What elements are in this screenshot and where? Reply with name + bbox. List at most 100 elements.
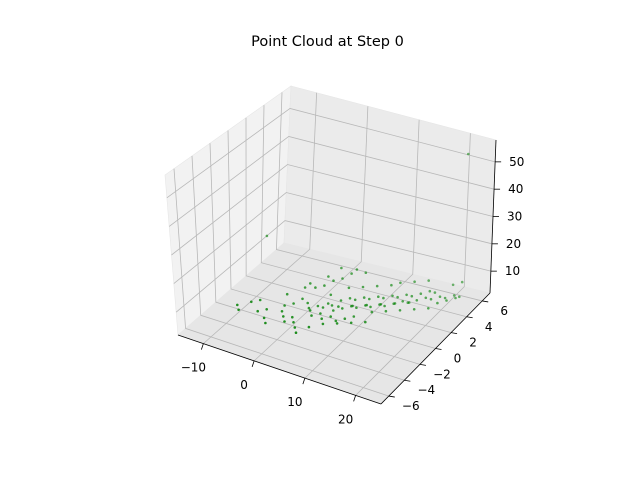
data-point: [316, 304, 320, 308]
y-grid-line: [260, 105, 467, 318]
data-point: [314, 286, 317, 289]
y-tick: [419, 363, 426, 366]
x-tick: [251, 360, 255, 368]
data-point: [396, 295, 399, 299]
y-tick-label: 4: [485, 320, 493, 334]
data-point: [320, 317, 324, 321]
data-point: [445, 299, 448, 302]
data-point: [285, 292, 289, 296]
data-point: [321, 306, 325, 309]
data-point: [250, 300, 253, 304]
data-point: [454, 296, 457, 300]
data-point: [335, 322, 339, 325]
y-tick-label: 2: [469, 336, 477, 350]
data-point: [265, 234, 269, 238]
data-point: [391, 294, 394, 298]
data-point: [350, 272, 353, 275]
x-grid-line: [304, 119, 420, 379]
data-point: [383, 304, 386, 308]
data-point: [303, 286, 307, 289]
x-grid-line: [203, 92, 318, 344]
z-grid-line: [171, 164, 494, 256]
data-point: [364, 320, 367, 324]
y-tick: [482, 300, 489, 303]
y-tick: [466, 316, 473, 319]
data-point: [265, 308, 269, 311]
data-point: [341, 307, 344, 310]
x-tick-label: −10: [181, 361, 206, 375]
data-point: [369, 305, 372, 309]
data-point: [407, 301, 411, 304]
y-tick: [404, 379, 411, 382]
data-point: [365, 303, 369, 307]
data-point: [264, 321, 267, 325]
z-tick-label: 40: [508, 182, 523, 196]
y-tick-label: −4: [418, 383, 436, 397]
data-point: [282, 315, 285, 318]
data-point: [334, 319, 338, 323]
data-point: [339, 299, 343, 302]
data-point: [329, 315, 333, 318]
z-grid-line: [166, 107, 496, 199]
data-point: [436, 301, 439, 305]
data-point: [398, 309, 402, 312]
y-tick-label: 6: [500, 304, 508, 318]
x-tick-label: 10: [287, 395, 302, 409]
data-point: [368, 297, 371, 301]
data-point: [352, 315, 356, 318]
data-point: [319, 312, 322, 315]
data-points: [236, 152, 470, 335]
data-point: [326, 302, 330, 305]
x-tick-label: 0: [240, 378, 248, 392]
data-point: [452, 294, 456, 297]
x-tick-label: 20: [338, 412, 353, 426]
x-axis-line: [177, 334, 382, 405]
y-tick-label: −6: [402, 399, 420, 413]
x-grid-line: [355, 133, 471, 396]
data-point: [348, 297, 352, 300]
data-point: [258, 298, 262, 302]
z-tick-label: 50: [509, 155, 524, 169]
data-point: [399, 281, 402, 285]
data-point: [321, 322, 325, 326]
data-point: [424, 296, 428, 300]
data-point: [438, 295, 442, 299]
data-point: [375, 284, 379, 288]
data-point: [329, 293, 333, 297]
z-tick-label: 20: [506, 237, 521, 251]
data-point: [429, 297, 433, 301]
tick-marks: [200, 161, 502, 402]
data-point: [280, 310, 284, 313]
y-tick: [435, 348, 442, 350]
x-tick: [302, 377, 306, 385]
z-tick-label: 10: [505, 264, 520, 278]
y-grid-line: [245, 117, 452, 334]
data-point: [309, 282, 312, 285]
data-point: [361, 285, 365, 289]
y-tick: [451, 332, 458, 335]
z-grid-line: [168, 136, 495, 227]
data-point: [341, 277, 344, 280]
y-tick-label: 0: [454, 352, 462, 366]
y-grid-line: [173, 168, 389, 397]
data-point: [332, 279, 335, 283]
y-grid-line: [191, 155, 405, 381]
data-point: [308, 309, 312, 312]
data-point: [362, 296, 366, 299]
data-point: [327, 275, 330, 278]
data-point: [292, 321, 295, 324]
data-point: [401, 300, 405, 303]
z-tick-label: 30: [507, 210, 522, 224]
data-point: [427, 279, 431, 282]
data-point: [340, 266, 343, 270]
x-grid-line: [253, 106, 369, 362]
y-tick-label: −2: [433, 367, 451, 381]
data-point: [330, 304, 334, 307]
data-point: [384, 309, 388, 313]
chart-title: Point Cloud at Step 0: [251, 34, 404, 50]
y-grid-line: [227, 130, 436, 349]
data-point: [353, 298, 357, 302]
data-point: [291, 315, 294, 319]
